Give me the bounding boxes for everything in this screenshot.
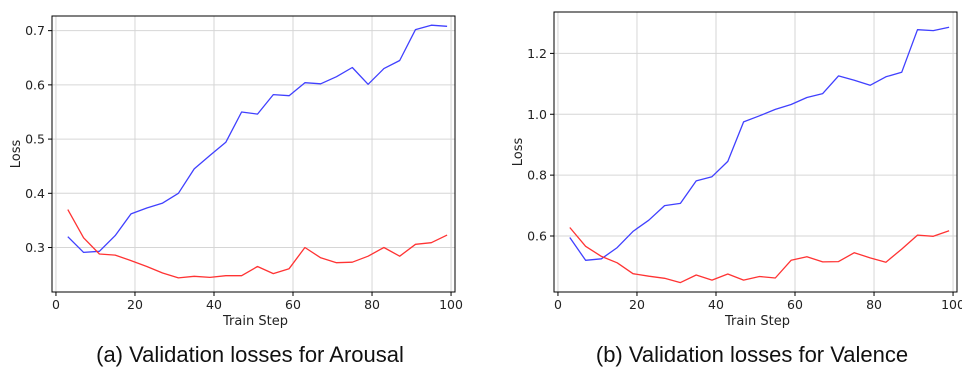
y-tick-label: 0.3 [25, 240, 45, 255]
series-line-red [67, 209, 448, 279]
x-tick-label: 100 [439, 297, 463, 312]
y-tick-label: 1.0 [527, 107, 547, 122]
caption-arousal: (a) Validation losses for Arousal [96, 342, 404, 367]
series-line-blue [67, 24, 448, 254]
x-tick-label: 60 [285, 297, 301, 312]
x-tick-label: 40 [206, 297, 222, 312]
x-tick-label: 0 [52, 297, 60, 312]
x-tick-label: 100 [941, 297, 962, 312]
plot-frame [51, 15, 456, 293]
x-tick-label: 60 [787, 297, 803, 312]
arousal-chart: 0 20 40 60 80 100 0.3 0.4 0.5 0.6 0.7 Train Step Los… [9, 15, 463, 329]
y-tick-label: 0.7 [25, 23, 45, 38]
y-tick-label: 0.6 [25, 77, 45, 92]
y-tick-label: 0.6 [527, 229, 547, 244]
series-line-blue [569, 26, 950, 261]
x-axis-label: Train Step [724, 314, 790, 329]
y-axis-label: Loss [511, 138, 526, 167]
caption-valence: (b) Validation losses for Valence [596, 342, 908, 367]
x-tick-label: 0 [554, 297, 562, 312]
x-axis-label: Train Step [222, 314, 288, 329]
x-tick-label: 20 [127, 297, 143, 312]
x-tick-label: 80 [364, 297, 380, 312]
y-tick-label: 1.2 [527, 46, 547, 61]
y-tick-label: 0.5 [25, 132, 45, 147]
y-axis-label: Loss [9, 140, 24, 169]
x-tick-label: 80 [866, 297, 882, 312]
y-tick-label: 0.8 [527, 168, 547, 183]
x-tick-label: 20 [629, 297, 645, 312]
valence-chart: 0 20 40 60 80 100 0.6 0.8 1.0 1.2 Train Step Loss [511, 11, 962, 329]
x-tick-label: 40 [708, 297, 724, 312]
series-line-red [569, 227, 950, 284]
plot-frame [553, 11, 958, 293]
y-tick-label: 0.4 [25, 186, 45, 201]
